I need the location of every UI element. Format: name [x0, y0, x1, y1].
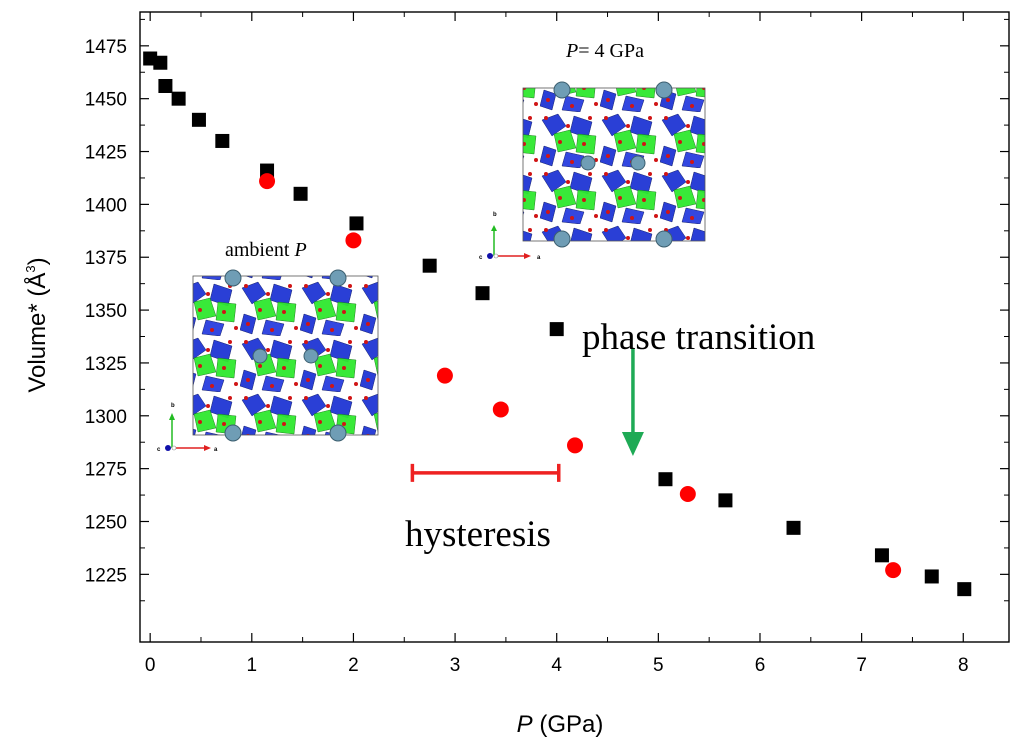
inset-ambient-structure	[192, 269, 379, 442]
data-point-square	[293, 186, 308, 201]
data-point-square	[158, 78, 173, 93]
x-tick-label: 4	[551, 655, 562, 676]
triad-c-label: c	[479, 255, 483, 261]
inset-ambient-atom	[252, 348, 268, 364]
triad-b-label: b	[171, 403, 175, 409]
y-axis-label: Volume* (Å	[23, 273, 51, 393]
y-tick-label: 1375	[85, 248, 127, 269]
x-tick-label: 5	[653, 655, 664, 676]
data-point-circle	[492, 401, 509, 418]
x-tick-label: 6	[755, 655, 766, 676]
phase-transition-label: phase transition	[582, 317, 815, 358]
hysteresis-label: hysteresis	[405, 514, 551, 555]
data-point-square	[957, 582, 972, 597]
data-point-square	[215, 133, 230, 148]
data-point-square	[874, 548, 889, 563]
x-axis-unit: (GPa)	[539, 711, 603, 738]
data-point-square	[786, 520, 801, 535]
data-point-square	[549, 322, 564, 337]
inset-ambient-atom	[303, 348, 319, 364]
inset-pressure-atom	[553, 230, 571, 248]
triad-b-label: b	[493, 212, 497, 218]
y-axis-close: )	[24, 257, 51, 265]
x-tick-label: 1	[247, 655, 258, 676]
axis-ticks	[140, 12, 1009, 642]
inset-pressure-label: P= 4 GPa	[565, 40, 644, 62]
y-tick-label: 1475	[85, 37, 127, 58]
inset-ambient-atom	[329, 424, 347, 442]
data-point-square	[422, 258, 437, 273]
y-tick-label: 1275	[85, 460, 127, 481]
data-point-square	[153, 55, 168, 70]
data-point-circle	[259, 173, 276, 190]
inset-ambient-atom	[224, 269, 242, 287]
x-axis-title: P (GPa)	[517, 711, 604, 738]
x-tick-label: 0	[145, 655, 156, 676]
inset-pressure-structure	[522, 81, 706, 248]
y-tick-label: 1450	[85, 90, 127, 111]
y-axis-sup: 3	[23, 265, 38, 272]
y-tick-label: 1425	[85, 143, 127, 164]
inset-pressure-atom	[630, 155, 646, 171]
y-tick-label: 1325	[85, 354, 127, 375]
triad-a-label: a	[214, 447, 218, 453]
inset-ambient-axis-triad: b a c	[157, 403, 218, 453]
y-tick-label: 1400	[85, 195, 127, 216]
y-tick-label: 1225	[85, 565, 127, 586]
data-points	[143, 51, 972, 597]
data-point-square	[171, 91, 186, 106]
inset-pressure-atom	[655, 81, 673, 99]
data-point-circle	[567, 437, 584, 454]
data-point-circle	[885, 562, 902, 579]
inset-ambient-atom	[329, 269, 347, 287]
data-point-circle	[436, 367, 453, 384]
inset-pressure-axis-triad: b a c	[479, 212, 541, 261]
data-point-square	[349, 216, 364, 231]
data-point-square	[191, 112, 206, 127]
inset-ambient-cell	[192, 275, 379, 436]
inset-ambient-label: ambient P	[225, 239, 307, 261]
inset-pressure-atom	[580, 155, 596, 171]
tick-labels: 0 1 2 3 4 5 6 7 8 1225 1250 1275 1300 1325 1350 1375 140…	[85, 37, 969, 676]
y-tick-label: 1250	[85, 512, 127, 533]
y-axis-title: Volume* (Å3)	[23, 257, 51, 392]
plot-frame	[139, 11, 1010, 643]
x-tick-label: 3	[450, 655, 461, 676]
x-axis-var: P	[517, 711, 533, 738]
x-tick-label: 7	[856, 655, 867, 676]
inset-pressure-atom	[553, 81, 571, 99]
data-point-circle	[679, 486, 696, 503]
data-point-circle	[345, 232, 362, 249]
data-point-square	[475, 286, 490, 301]
inset-pressure-atom	[655, 230, 673, 248]
y-tick-label: 1350	[85, 301, 127, 322]
data-point-square	[658, 472, 673, 487]
hysteresis-bar	[410, 463, 561, 482]
inset-pressure-cell	[522, 87, 706, 242]
triad-a-label: a	[537, 255, 541, 261]
x-tick-label: 8	[958, 655, 969, 676]
triad-c-label: c	[157, 447, 161, 453]
data-point-square	[924, 569, 939, 584]
x-tick-label: 2	[348, 655, 359, 676]
data-point-square	[718, 493, 733, 508]
inset-ambient-atom	[224, 424, 242, 442]
phase-transition-arrow-head	[621, 431, 644, 456]
annotations	[410, 348, 644, 482]
y-tick-label: 1300	[85, 407, 127, 428]
